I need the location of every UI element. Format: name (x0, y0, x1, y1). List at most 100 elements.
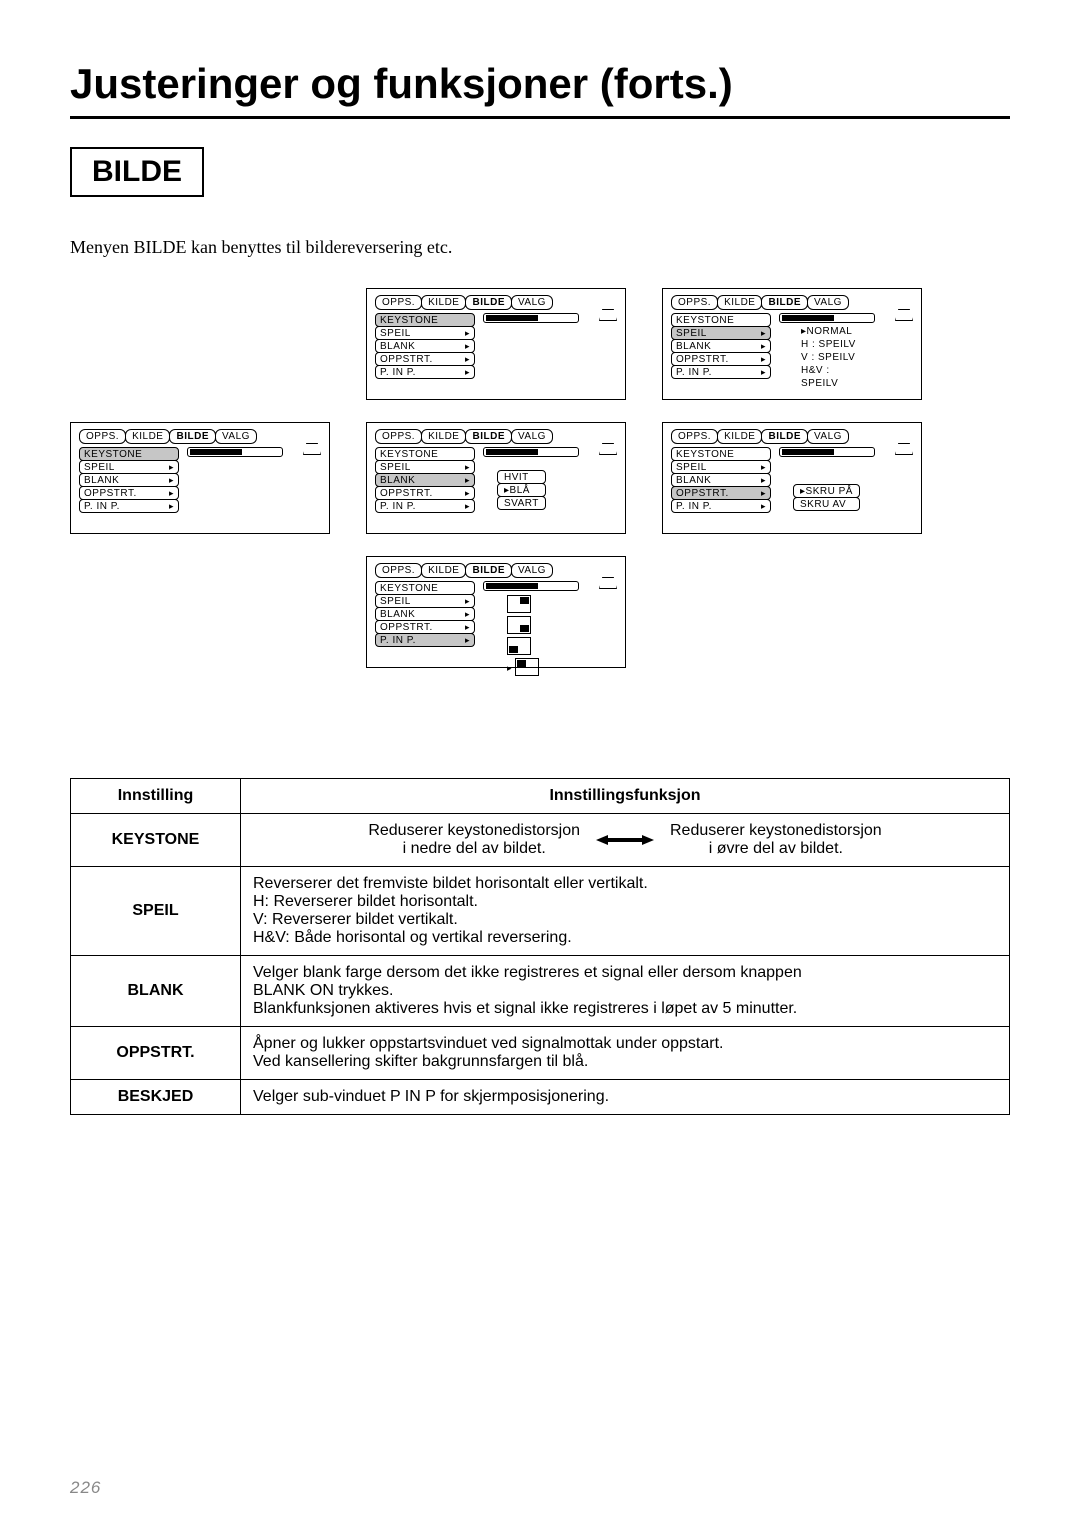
submenu-bla: ▸BLÅ (497, 483, 546, 497)
tab-valg: VALG (511, 563, 553, 578)
keystone-right-2: i øvre del av bildet. (670, 840, 882, 858)
speil-line: Reverserer det fremviste bildet horisont… (253, 875, 997, 893)
menu-panel-speil: OPPS.KILDEBILDEVALG KEYSTONE SPEIL▸ BLAN… (662, 288, 922, 400)
pinp-option-bl (507, 637, 531, 655)
submenu-hv2: SPEILV (793, 376, 862, 390)
table-row: BLANK Velger blank farge dersom det ikke… (71, 956, 1010, 1027)
menu-item-pinp: P. IN P.▸ (375, 499, 475, 513)
table-header-row: Innstilling Innstillingsfunksjon (71, 779, 1010, 814)
row-label-keystone: KEYSTONE (71, 814, 241, 867)
page-title: Justeringer og funksjoner (forts.) (70, 60, 1010, 108)
keystone-slider (187, 447, 283, 457)
tab-kilde: KILDE (125, 429, 170, 444)
keystone-slider (779, 313, 875, 323)
tab-opps: OPPS. (375, 429, 422, 444)
menu-item-oppstrt: OPPSTRT.▸ (671, 486, 771, 500)
th-innstillingsfunksjon: Innstillingsfunksjon (241, 779, 1010, 814)
menu-item-oppstrt: OPPSTRT.▸ (375, 352, 475, 366)
tab-bilde: BILDE (761, 429, 808, 444)
tab-bilde: BILDE (761, 295, 808, 310)
arrow-right-icon: ▸ (169, 488, 174, 499)
menu-item-blank: BLANK▸ (375, 607, 475, 621)
keystone-slider (483, 313, 579, 323)
tab-opps: OPPS. (671, 295, 718, 310)
row-desc-beskjed: Velger sub-vinduet P IN P for skjermposi… (241, 1080, 1010, 1115)
trapezoid-icon (599, 443, 617, 457)
table-row: BESKJED Velger sub-vinduet P IN P for sk… (71, 1080, 1010, 1115)
tabbar: OPPS. KILDE BILDE VALG (79, 429, 321, 444)
menu-panel-pinp: OPPS.KILDEBILDEVALG KEYSTONE SPEIL▸ BLAN… (366, 556, 626, 668)
menu-panel-keystone: OPPS.KILDEBILDEVALG KEYSTONE SPEIL▸ BLAN… (366, 288, 626, 400)
menu-item-speil: SPEIL▸ (671, 460, 771, 474)
trapezoid-icon (303, 443, 321, 457)
submenu-svart: SVART (497, 496, 546, 510)
row-label-oppstrt: OPPSTRT. (71, 1027, 241, 1080)
trapezoid-icon (895, 309, 913, 323)
tab-bilde: BILDE (169, 429, 216, 444)
keystone-left-2: i nedre del av bildet. (368, 840, 580, 858)
menu-item-pinp: P. IN P.▸ (671, 365, 771, 379)
trapezoid-icon (599, 309, 617, 323)
pinp-position-icons: ▸ (507, 595, 539, 676)
speil-line: V: Reverserer bildet vertikalt. (253, 911, 997, 929)
tab-valg: VALG (511, 429, 553, 444)
menu-screenshots-area: OPPS. KILDE BILDE VALG KEYSTONE SPEIL▸ B… (70, 288, 1010, 668)
oppstrt-line: Ved kansellering skifter bakgrunnsfargen… (253, 1053, 997, 1071)
page-number: 226 (70, 1478, 101, 1498)
menu-item-pinp: P. IN P.▸ (375, 365, 475, 379)
intro-text: Menyen BILDE kan benyttes til bilderever… (70, 237, 1010, 258)
tab-bilde: BILDE (465, 563, 512, 578)
row-desc-blank: Velger blank farge dersom det ikke regis… (241, 956, 1010, 1027)
speil-line: H: Reverserer bildet horisontalt. (253, 893, 997, 911)
menu-item-oppstrt: OPPSTRT.▸ (375, 620, 475, 634)
row-label-blank: BLANK (71, 956, 241, 1027)
menu-panel-main: OPPS. KILDE BILDE VALG KEYSTONE SPEIL▸ B… (70, 422, 330, 534)
menu-item-oppstrt: OPPSTRT.▸ (79, 486, 179, 500)
menu-item-pinp: P. IN P.▸ (671, 499, 771, 513)
menu-item-keystone: KEYSTONE (671, 313, 771, 327)
pinp-option-tl (515, 658, 539, 676)
keystone-slider (483, 447, 579, 457)
section-heading: BILDE (70, 147, 204, 197)
arrow-right-icon: ▸ (507, 663, 512, 674)
submenu-hspeilv: H : SPEILV (793, 337, 862, 351)
menu-item-speil: SPEIL▸ (375, 326, 475, 340)
th-innstilling: Innstilling (71, 779, 241, 814)
trapezoid-icon (599, 577, 617, 591)
row-desc-keystone: Reduserer keystonedistorsjon i nedre del… (241, 814, 1010, 867)
arrow-right-icon: ▸ (169, 501, 174, 512)
tab-kilde: KILDE (421, 429, 466, 444)
table-row: SPEIL Reverserer det fremviste bildet ho… (71, 867, 1010, 956)
tab-valg: VALG (215, 429, 257, 444)
tab-kilde: KILDE (717, 429, 762, 444)
menu-item-blank: BLANK▸ (671, 339, 771, 353)
tab-opps: OPPS. (79, 429, 126, 444)
arrow-right-icon: ▸ (169, 475, 174, 486)
menu-item-blank: BLANK▸ (375, 473, 475, 487)
tab-valg: VALG (511, 295, 553, 310)
menu-item-speil: SPEIL▸ (375, 460, 475, 474)
pinp-option-tr (507, 595, 531, 613)
menu-item-oppstrt: OPPSTRT.▸ (375, 486, 475, 500)
speil-line: H&V: Både horisontal og vertikal reverse… (253, 929, 997, 947)
tab-kilde: KILDE (421, 563, 466, 578)
menu-panel-blank: OPPS.KILDEBILDEVALG KEYSTONE SPEIL▸ BLAN… (366, 422, 626, 534)
submenu-hvit: HVIT (497, 470, 546, 484)
arrow-right-icon: ▸ (169, 462, 174, 473)
menu-item-keystone: KEYSTONE (375, 581, 475, 595)
settings-table: Innstilling Innstillingsfunksjon KEYSTON… (70, 778, 1010, 1115)
submenu-vspeilv: V : SPEILV (793, 350, 862, 364)
menu-item-keystone: KEYSTONE (375, 447, 475, 461)
keystone-right-1: Reduserer keystonedistorsjon (670, 822, 882, 840)
double-arrow-icon (596, 833, 654, 847)
keystone-left-1: Reduserer keystonedistorsjon (368, 822, 580, 840)
keystone-slider (483, 581, 579, 591)
tab-bilde: BILDE (465, 295, 512, 310)
menu-item-speil: SPEIL▸ (375, 594, 475, 608)
pinp-option-br (507, 616, 531, 634)
tab-kilde: KILDE (421, 295, 466, 310)
tab-valg: VALG (807, 429, 849, 444)
oppstrt-line: Åpner og lukker oppstartsvinduet ved sig… (253, 1035, 997, 1053)
title-rule (70, 116, 1010, 119)
trapezoid-icon (895, 443, 913, 457)
